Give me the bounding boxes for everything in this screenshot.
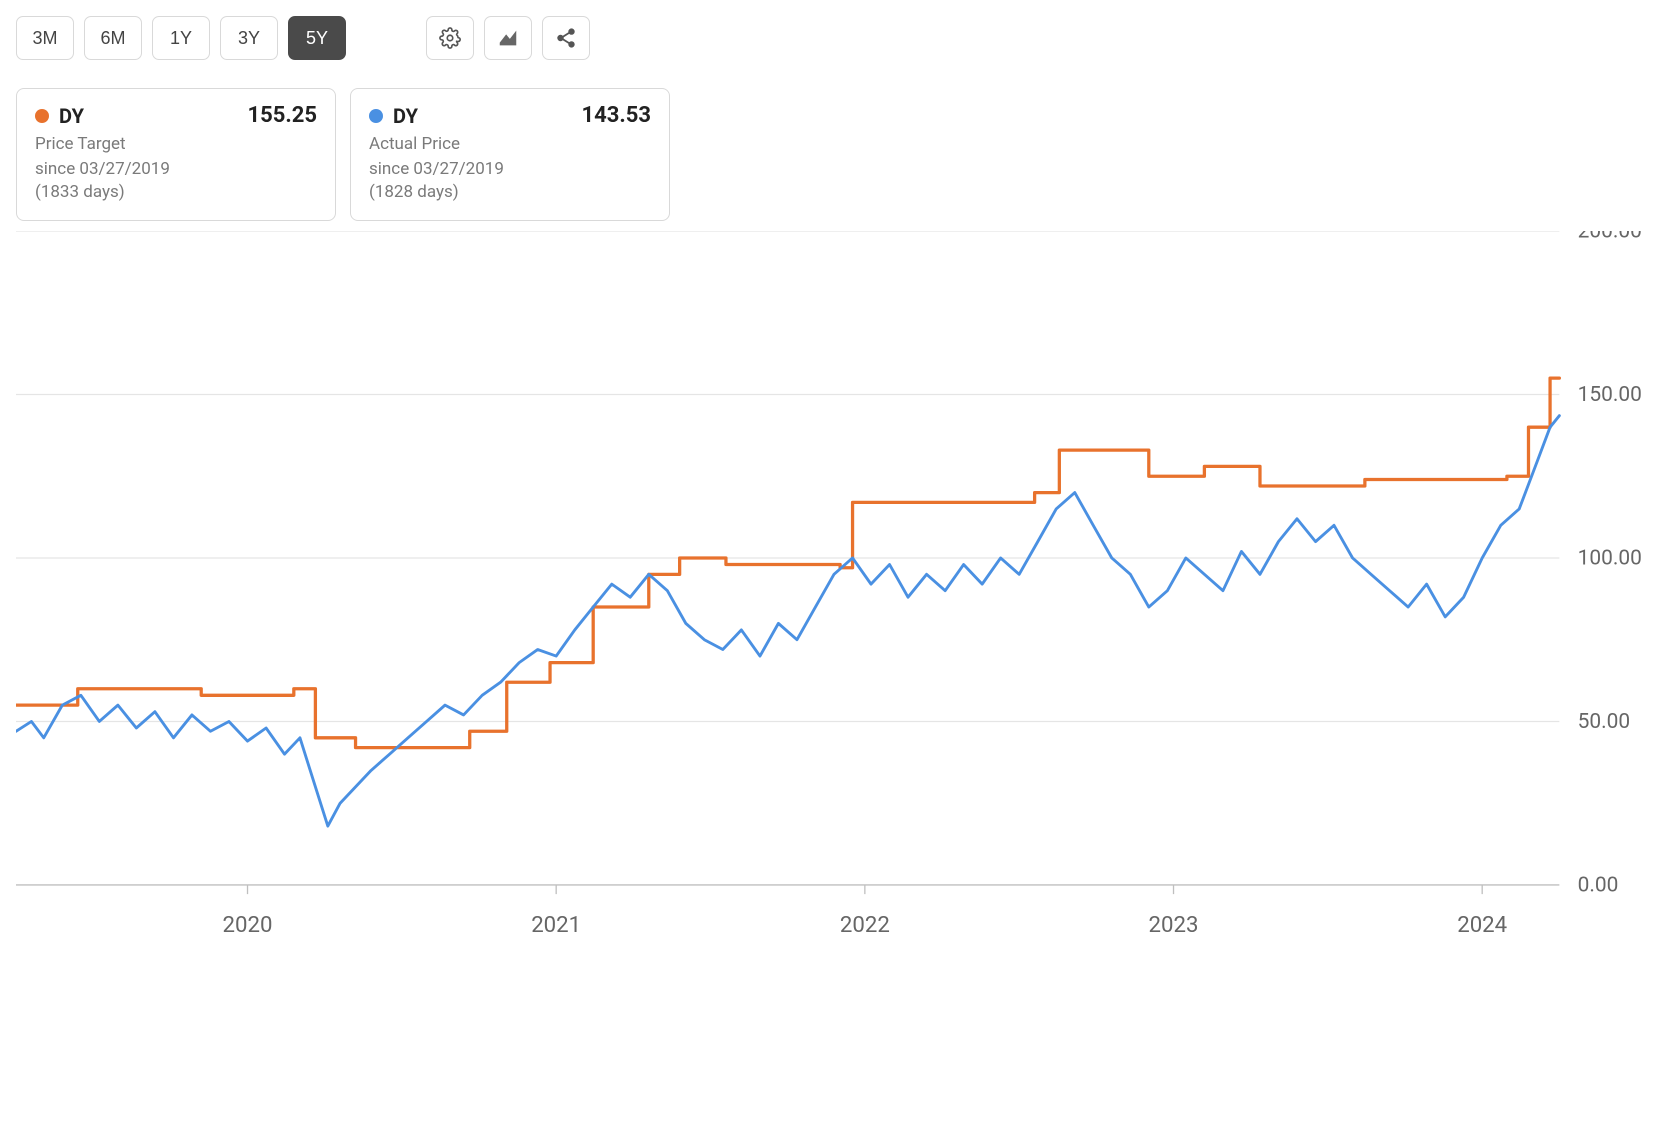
range-button-6m[interactable]: 6M [84,16,142,60]
series-price_target [16,378,1559,747]
y-axis-label: 150.00 [1578,383,1642,407]
y-axis-label: 50.00 [1578,710,1631,734]
series-label: Price Target [35,134,317,154]
legend-card-price-target[interactable]: DY 155.25 Price Target since 03/27/2019(183… [16,88,336,221]
series-value: 155.25 [248,103,318,128]
series-since: since 03/27/2019(1828 days) [369,158,651,204]
x-axis-label: 2021 [531,912,581,938]
y-axis-label: 100.00 [1578,546,1642,570]
share-icon[interactable] [542,16,590,60]
x-axis-label: 2024 [1457,912,1507,938]
ticker-symbol: DY [59,104,84,128]
chart-svg: 0.00 50.00 100.00 150.00 200.00 2020 2021 2022 2… [16,231,1664,945]
series-label: Actual Price [369,134,651,154]
series-since: since 03/27/2019(1833 days) [35,158,317,204]
x-axis-label: 2023 [1149,912,1199,938]
series-actual_price [16,416,1559,826]
series-color-dot [369,109,383,123]
range-button-5y[interactable]: 5Y [288,16,346,60]
range-button-3m[interactable]: 3M [16,16,74,60]
y-axis-label: 200.00 [1578,231,1642,244]
series-value: 143.53 [582,103,652,128]
chart-type-icon[interactable] [484,16,532,60]
range-button-1y[interactable]: 1Y [152,16,210,60]
x-axis-label: 2020 [223,912,273,938]
series-color-dot [35,109,49,123]
x-axis-label: 2022 [840,912,890,938]
price-chart: 0.00 50.00 100.00 150.00 200.00 2020 2021 2022 2… [16,231,1664,945]
ticker-symbol: DY [393,104,418,128]
legend-card-actual-price[interactable]: DY 143.53 Actual Price since 03/27/2019(182… [350,88,670,221]
time-range-toolbar: 3M6M1Y3Y5Y [16,16,1664,60]
legend-cards: DY 155.25 Price Target since 03/27/2019(183… [16,88,1664,221]
range-button-3y[interactable]: 3Y [220,16,278,60]
y-axis-label: 0.00 [1578,873,1619,897]
gear-icon[interactable] [426,16,474,60]
